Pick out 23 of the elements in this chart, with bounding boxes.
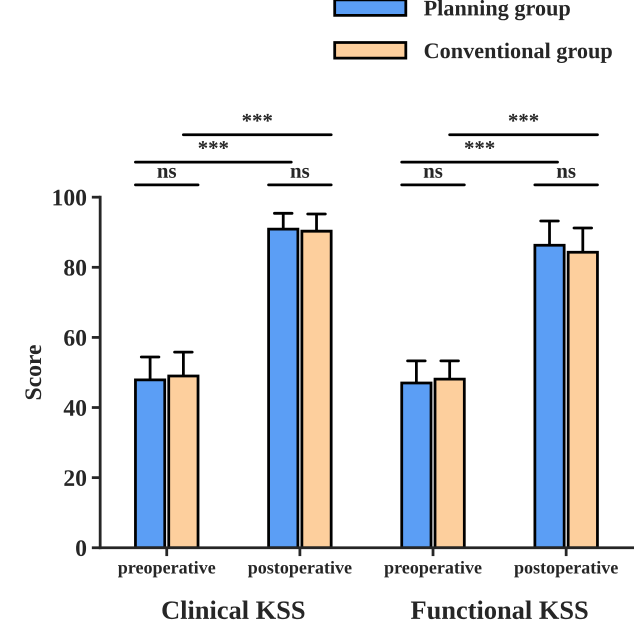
x-tick-label: preoperative [118, 560, 216, 578]
text: *** [242, 114, 272, 122]
text: *** [508, 114, 538, 122]
text: ns [556, 168, 576, 178]
y-axis-title: Score [25, 345, 42, 400]
x-tick-label: preoperative [384, 560, 482, 578]
text: Clinical KSS [162, 600, 304, 620]
y-tick-label: 60 [64, 330, 86, 346]
text: *** [198, 141, 228, 150]
y-tick-label: 40 [64, 400, 86, 416]
y-tick-label: 0 [76, 540, 86, 556]
text: ns [424, 168, 442, 178]
text: ns [290, 168, 310, 178]
y-tick-label: 100 [53, 190, 86, 206]
x-tick-label: postoperative [514, 560, 618, 578]
legend-label: Conventional group [424, 42, 612, 63]
text: *** [464, 141, 494, 150]
text: Functional KSS [410, 600, 588, 620]
y-tick-label: 20 [64, 470, 86, 486]
x-tick-label: postoperative [248, 560, 352, 578]
text: ns [157, 168, 176, 178]
legend-label: Planning group [424, 0, 570, 20]
y-tick-label: 80 [64, 260, 86, 276]
